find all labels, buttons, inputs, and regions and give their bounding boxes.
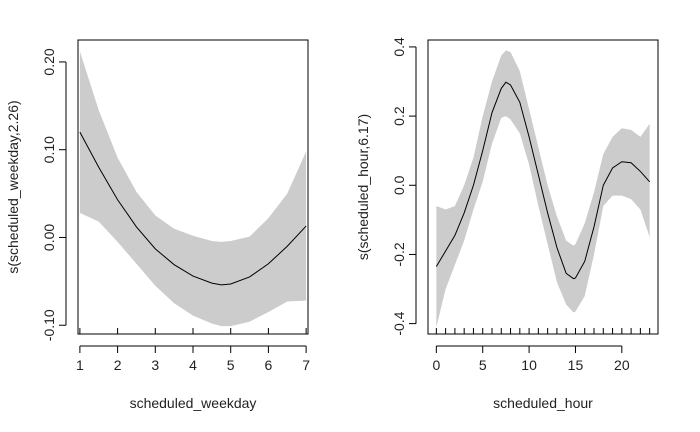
x-tick-label: 20 (614, 357, 630, 373)
y-tick-label: 0.20 (41, 48, 57, 75)
x-tick-label: 2 (114, 357, 122, 373)
x-tick-label: 3 (151, 357, 159, 373)
x-tick-label: 0 (432, 357, 440, 373)
x-tick-label: 6 (265, 357, 273, 373)
y-tick-label: -0.2 (391, 242, 407, 266)
smooth-line (435, 81, 651, 280)
x-tick-label: 10 (521, 357, 537, 373)
x-tick-label: 5 (479, 357, 487, 373)
confidence-band (436, 50, 650, 328)
smooth-line (79, 131, 307, 286)
y-tick-label: 0.10 (41, 136, 57, 163)
x-axis-label: scheduled_weekday (130, 395, 257, 411)
y-axis-label: s(scheduled_hour,6.17) (355, 114, 371, 260)
y-tick-label: 0.00 (41, 224, 57, 251)
x-tick-label: 1 (76, 357, 84, 373)
x-axis-label: scheduled_hour (493, 395, 593, 411)
plot-frame (427, 39, 659, 335)
y-tick-label: 0.0 (391, 175, 407, 195)
y-tick-label: 0.4 (391, 37, 407, 57)
y-tick-label: -0.4 (391, 311, 407, 335)
hour-smooth-panel: 0 5 10 15 20 -0.4 -0.2 0.0 0.2 0.4 scheduled_hour s… (355, 37, 659, 411)
x-tick-label: 4 (189, 357, 197, 373)
x-tick-label: 15 (568, 357, 584, 373)
y-tick-label: -0.10 (41, 309, 57, 341)
x-tick-label: 5 (227, 357, 235, 373)
x-tick-label: 7 (302, 357, 310, 373)
y-tick-label: 0.2 (391, 106, 407, 126)
y-axis-label: s(scheduled_weekday,2.26) (5, 100, 21, 273)
confidence-band (79, 51, 307, 327)
weekday-smooth-panel: 1 2 3 4 5 6 7 -0.10 0.00 0.10 0.20 scheduled_weekda… (5, 39, 310, 411)
